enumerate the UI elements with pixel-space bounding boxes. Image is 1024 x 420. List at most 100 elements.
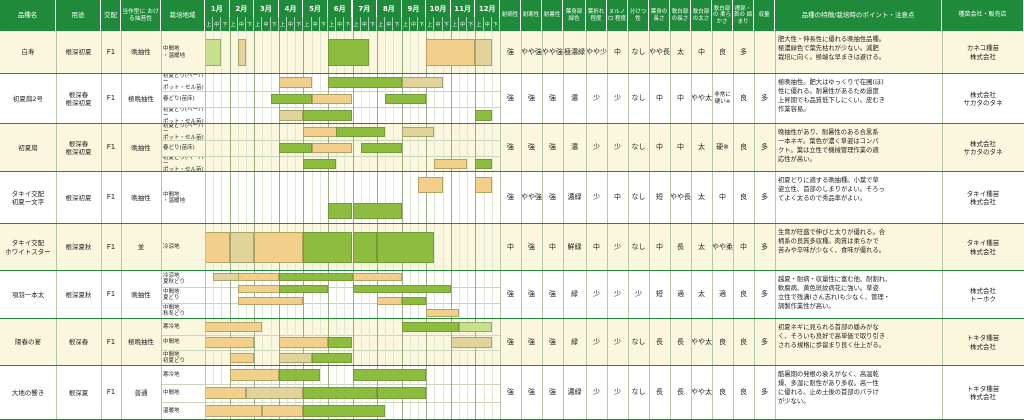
column-divider	[205, 172, 206, 224]
grid-line	[295, 271, 297, 319]
grid-line	[327, 271, 329, 319]
trait-value: 強	[507, 143, 514, 152]
variety-row	[0, 172, 1024, 224]
trait-value: 多	[761, 290, 768, 299]
trait-value: 中	[677, 143, 684, 152]
grid-line	[262, 74, 264, 124]
grid-line	[237, 74, 239, 124]
column-divider	[500, 319, 501, 366]
grid-line	[426, 319, 428, 366]
column-divider	[628, 172, 629, 224]
grid-line	[475, 172, 477, 224]
trait-value: 良	[719, 47, 726, 56]
grid-line	[245, 124, 247, 172]
column-divider	[563, 31, 564, 74]
grid-line	[385, 172, 387, 224]
xun-header: 上	[254, 17, 263, 31]
grid-line	[237, 172, 239, 224]
xun-header: 上	[303, 17, 312, 31]
month-header: 10月	[426, 0, 451, 17]
trait-value: 良	[719, 388, 726, 397]
column-divider	[586, 271, 587, 319]
variety-name: タキイ交配 ホワイトスター	[5, 239, 51, 256]
trait-value: 適	[719, 290, 726, 299]
grid-line	[450, 224, 452, 271]
trait-value: 適	[677, 290, 684, 299]
column-divider	[542, 74, 543, 124]
trait-value: 強	[528, 242, 535, 251]
trait-value: 多	[761, 94, 768, 103]
month-header: 12月	[475, 0, 500, 17]
variety-name: 初夏扇	[18, 143, 38, 152]
grid-line	[360, 172, 362, 224]
trait-value: 緑	[571, 337, 578, 346]
variety-feature-note: 初夏どりに適する晩抽種。小葉で草 姿立性、首部のしまりがよい。そろっ てよく太る…	[778, 177, 885, 203]
grid-line	[385, 271, 387, 319]
variety-type: F1	[106, 47, 116, 56]
grid-line	[237, 271, 239, 319]
column-divider	[775, 271, 776, 319]
schedule-bar	[426, 38, 476, 67]
column-divider	[712, 224, 713, 271]
variety-row	[0, 224, 1024, 271]
grid-line	[401, 31, 403, 74]
trait-value: 強	[528, 290, 535, 299]
month-header: 9月	[401, 0, 427, 17]
column-divider	[628, 271, 629, 319]
grid-line	[254, 74, 256, 124]
trait-value: 濃緑	[567, 388, 582, 397]
column-divider	[121, 124, 122, 172]
column-divider	[649, 366, 650, 420]
grid-line	[262, 172, 264, 224]
column-divider	[649, 224, 650, 271]
variety-name: 初夏扇2号	[12, 94, 44, 103]
trait-value: 緑	[571, 290, 578, 299]
schedule-bar	[237, 38, 246, 67]
grid-line	[442, 124, 444, 172]
column-divider	[754, 124, 755, 172]
column-divider	[775, 74, 776, 124]
column-divider	[56, 74, 57, 124]
trait-value: 少	[593, 143, 600, 152]
column-divider	[775, 224, 776, 271]
column-divider	[586, 224, 587, 271]
trait-value: 中	[656, 94, 663, 103]
grid-line	[467, 271, 469, 319]
trait-value: 中	[656, 242, 663, 251]
trait-value: 中	[614, 193, 621, 202]
grid-line	[426, 74, 428, 124]
trait-value: なし	[631, 143, 646, 152]
schedule-bar	[278, 353, 312, 364]
grid-line	[442, 271, 444, 319]
variety-row	[0, 271, 1024, 319]
area-label: 中間地 夏どり	[163, 288, 180, 301]
column-divider	[754, 74, 755, 124]
grid-line	[467, 366, 469, 420]
xun-header: 上	[377, 17, 386, 31]
schedule-bar	[311, 142, 353, 154]
schedule-bar	[401, 77, 443, 88]
trait-value: 強	[528, 388, 535, 397]
grid-line	[368, 172, 370, 224]
header-name: 品種名	[0, 0, 56, 31]
schedule-bar	[377, 297, 402, 305]
variety-row	[0, 74, 1024, 124]
trait-value: 強	[507, 388, 514, 397]
grid-line	[426, 172, 428, 224]
schedule-bar	[278, 273, 353, 281]
schedule-bar	[303, 110, 353, 121]
column-divider	[205, 224, 206, 271]
trait-value: 強	[549, 290, 556, 299]
column-divider	[205, 124, 206, 172]
schedule-bar	[475, 110, 492, 121]
trait-value: なし	[631, 337, 646, 346]
schedule-bar	[401, 126, 435, 138]
trait-value: やや太	[691, 388, 712, 397]
schedule-bar	[377, 232, 435, 263]
variety-use: 根深春 根深初夏	[65, 139, 92, 156]
schedule-bar	[303, 405, 386, 417]
grid-line	[442, 74, 444, 124]
schedule-bar	[303, 158, 337, 170]
trait-value: 太	[698, 143, 705, 152]
xun-header: 上	[475, 17, 484, 31]
